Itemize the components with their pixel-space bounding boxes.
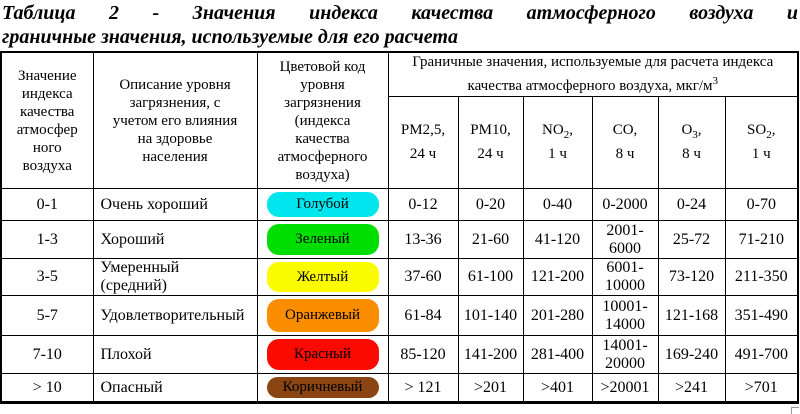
co-value-cell: 0-2000 bbox=[591, 188, 659, 221]
table-caption: Таблица 2 - Значения индекса качества ат… bbox=[0, 0, 800, 49]
color-pill-brown: Коричневый bbox=[266, 377, 379, 398]
color-code-cell: Оранжевый bbox=[256, 295, 389, 336]
pm25-value-cell: 0-12 bbox=[387, 188, 459, 221]
index-value-cell: 1-3 bbox=[0, 220, 94, 259]
color-code-cell: Голубой bbox=[256, 188, 389, 221]
col-header-description: Описание уровня загрязнения, с учетом ег… bbox=[92, 51, 258, 189]
index-value-cell: 0-1 bbox=[0, 188, 94, 221]
color-pill-orange: Оранжевый bbox=[266, 299, 379, 332]
group-header-superscript: 3 bbox=[712, 75, 719, 87]
aqi-table: Значение индекса качества атмосфер ного … bbox=[0, 51, 800, 404]
color-code-cell: Красный bbox=[256, 335, 389, 374]
pm25-value-cell: 85-120 bbox=[387, 335, 459, 374]
so2-value-cell: 0-70 bbox=[724, 188, 799, 221]
table-row: > 10 Опасный Коричневый > 121 >201 >401 … bbox=[0, 373, 799, 403]
co-value-cell: 14001- 20000 bbox=[591, 335, 659, 374]
table-caption-line-2: граничные значения, используемые для его… bbox=[2, 26, 458, 48]
o3-value-cell: 25-72 bbox=[657, 220, 726, 259]
pm10-value-cell: 21-60 bbox=[457, 220, 524, 259]
description-cell: Умеренный (средний) bbox=[92, 258, 258, 296]
index-value-cell: > 10 bbox=[0, 373, 94, 403]
description-cell: Очень хороший bbox=[92, 188, 258, 221]
co-value-cell: 6001- 10000 bbox=[591, 258, 659, 296]
col-header-color-code: Цветовой код уровня загрязнения (индекса… bbox=[256, 51, 389, 189]
table-row: 0-1 Очень хороший Голубой 0-12 0-20 0-40… bbox=[0, 188, 799, 221]
col-header-co: CO, 8 ч bbox=[591, 96, 659, 189]
o3-value-cell: 0-24 bbox=[657, 188, 726, 221]
color-code-cell: Желтый bbox=[256, 258, 389, 296]
index-value-cell: 3-5 bbox=[0, 258, 94, 296]
description-cell: Хороший bbox=[92, 220, 258, 259]
table-row: 1-3 Хороший Зеленый 13-36 21-60 41-120 2… bbox=[0, 220, 799, 259]
table-row: 3-5 Умеренный (средний) Желтый 37-60 61-… bbox=[0, 258, 799, 296]
color-pill-green: Зеленый bbox=[266, 224, 379, 255]
no2-value-cell: 281-400 bbox=[522, 335, 593, 374]
index-value-cell: 5-7 bbox=[0, 295, 94, 336]
no2-value-cell: 121-200 bbox=[522, 258, 593, 296]
pm25-value-cell: 37-60 bbox=[387, 258, 459, 296]
color-pill-yellow: Желтый bbox=[266, 262, 379, 292]
table-caption-line-1: Таблица 2 - Значения индекса качества ат… bbox=[2, 2, 798, 24]
so2-value-cell: 211-350 bbox=[724, 258, 799, 296]
color-code-cell: Зеленый bbox=[256, 220, 389, 259]
so2-value-cell: 351-490 bbox=[724, 295, 799, 336]
table-resize-handle-icon[interactable] bbox=[791, 407, 799, 414]
o3-value-cell: 121-168 bbox=[657, 295, 726, 336]
so2-value-cell: 491-700 bbox=[724, 335, 799, 374]
col-header-limit-values-group: Граничные значения, используемые для рас… bbox=[387, 51, 799, 97]
o3-value-cell: 169-240 bbox=[657, 335, 726, 374]
description-cell: Удовлетворительный bbox=[92, 295, 258, 336]
pm10-value-cell: 61-100 bbox=[457, 258, 524, 296]
description-cell: Плохой bbox=[92, 335, 258, 374]
pm10-value-cell: 141-200 bbox=[457, 335, 524, 374]
group-header-text: Граничные значения, используемые для рас… bbox=[412, 54, 774, 94]
table-row: 5-7 Удовлетворительный Оранжевый 61-84 1… bbox=[0, 295, 799, 336]
color-pill-red: Красный bbox=[266, 339, 379, 370]
description-cell: Опасный bbox=[92, 373, 258, 403]
no2-value-cell: 0-40 bbox=[522, 188, 593, 221]
color-pill-blue: Голубой bbox=[266, 192, 379, 217]
no2-value-cell: >401 bbox=[522, 373, 593, 403]
no2-value-cell: 201-280 bbox=[522, 295, 593, 336]
pm10-value-cell: >201 bbox=[457, 373, 524, 403]
col-header-pm25: PM2,5, 24 ч bbox=[387, 96, 459, 189]
pm10-value-cell: 101-140 bbox=[457, 295, 524, 336]
co-value-cell: 10001- 14000 bbox=[591, 295, 659, 336]
so2-value-cell: >701 bbox=[724, 373, 799, 403]
color-code-cell: Коричневый bbox=[256, 373, 389, 403]
so2-value-cell: 71-210 bbox=[724, 220, 799, 259]
pm10-value-cell: 0-20 bbox=[457, 188, 524, 221]
col-header-so2: SO2, 1 ч bbox=[724, 96, 799, 189]
o3-value-cell: 73-120 bbox=[657, 258, 726, 296]
col-header-pm10: PM10, 24 ч bbox=[457, 96, 524, 189]
col-header-index: Значение индекса качества атмосфер ного … bbox=[0, 51, 94, 189]
co-value-cell: >20001 bbox=[591, 373, 659, 403]
table-row: 7-10 Плохой Красный 85-120 141-200 281-4… bbox=[0, 335, 799, 374]
no2-value-cell: 41-120 bbox=[522, 220, 593, 259]
col-header-o3: O3, 8 ч bbox=[657, 96, 726, 189]
index-value-cell: 7-10 bbox=[0, 335, 94, 374]
pm25-value-cell: > 121 bbox=[387, 373, 459, 403]
pm25-value-cell: 13-36 bbox=[387, 220, 459, 259]
pm25-value-cell: 61-84 bbox=[387, 295, 459, 336]
co-value-cell: 2001- 6000 bbox=[591, 220, 659, 259]
o3-value-cell: >241 bbox=[657, 373, 726, 403]
col-header-no2: NO2, 1 ч bbox=[522, 96, 593, 189]
